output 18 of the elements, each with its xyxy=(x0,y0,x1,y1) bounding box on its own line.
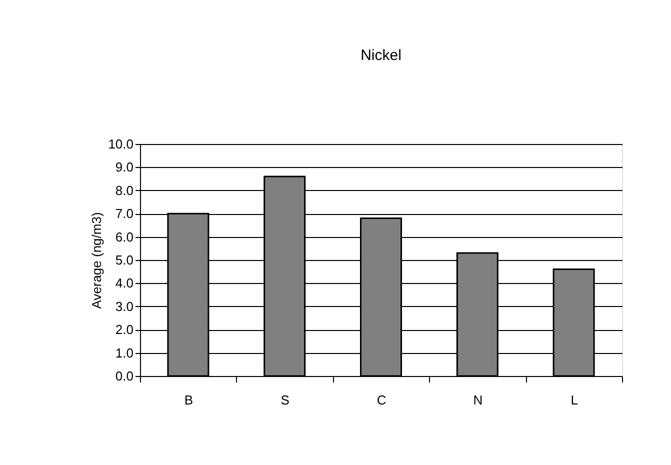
y-tick-label: 9.0 xyxy=(115,160,134,175)
x-tick-label: S xyxy=(280,392,290,408)
y-tick-label: 3.0 xyxy=(115,298,134,314)
y-tick-label: 8.0 xyxy=(115,182,134,198)
y-axis-title: Average (ng/m3) xyxy=(89,212,104,309)
x-tick-label: C xyxy=(376,392,386,408)
y-tick-label: 1.0 xyxy=(115,345,134,360)
y-tick-label: 6.0 xyxy=(115,229,134,244)
x-tick-label: N xyxy=(473,392,483,408)
y-tick-label: 5.0 xyxy=(115,252,134,268)
y-tick-label: 10.0 xyxy=(108,136,134,152)
y-tick-label: 4.0 xyxy=(115,276,134,291)
x-tick-label: B xyxy=(184,392,194,408)
x-tick-label: L xyxy=(570,392,578,408)
chart-title: Nickel xyxy=(360,47,402,64)
y-tick-label: 0.0 xyxy=(115,368,134,384)
y-tick-label: 7.0 xyxy=(115,206,134,222)
y-tick-label: 2.0 xyxy=(115,322,134,338)
